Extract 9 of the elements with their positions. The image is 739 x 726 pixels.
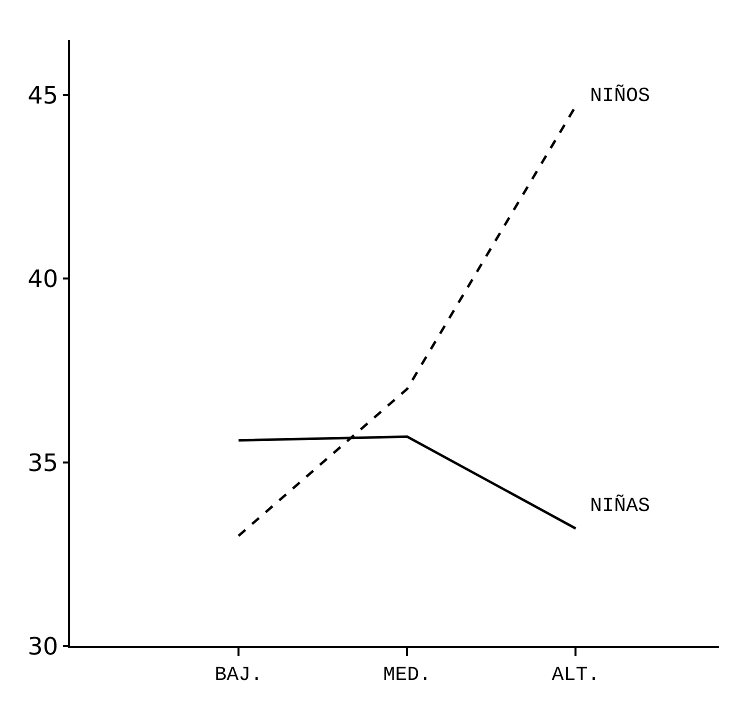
y-tick-label: 30 [28,632,58,660]
y-tick-label: 40 [28,265,58,294]
series-label: NIÑAS [590,494,650,518]
x-tick-label: MED. [383,664,432,687]
y-tick-label: 45 [28,81,58,110]
series-label: NIÑOS [590,84,650,108]
y-tick-label: 35 [28,448,58,477]
x-tick-label: BAJ. [214,664,263,687]
x-tick-label: ALT. [552,664,600,687]
